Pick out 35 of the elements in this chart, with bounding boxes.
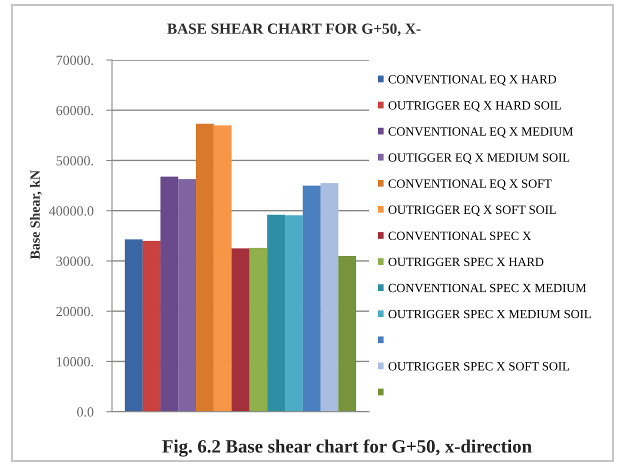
y-tick-label: 30000. [56, 256, 94, 266]
y-axis-title: Base Shear, kN [30, 170, 42, 260]
bar [267, 214, 285, 412]
bar [320, 183, 338, 412]
bar [124, 239, 143, 412]
y-tick-label: 20000. [56, 306, 94, 316]
bar [284, 215, 303, 412]
legend-label: OUTRIGGER EQ X SOFT SOIL [388, 206, 556, 216]
y-tick-label: 50000. [56, 156, 94, 166]
legend-label: OUTRIGGER SPEC X MEDIUM SOIL [388, 310, 591, 318]
y-tick-label: 60000. [56, 106, 94, 116]
caption: Fig. 6.2 Base shear chart for G+50, x-direction [162, 439, 532, 457]
chart-title: BASE SHEAR CHART FOR G+50, X- [167, 24, 420, 36]
bar [160, 176, 178, 412]
legend-label: OUTIGGER EQ X MEDIUM SOIL [388, 153, 570, 164]
bar [338, 256, 356, 412]
legend-label: OUTRIGGER SPEC X HARD [388, 258, 544, 266]
y-tick-label: 70000. [56, 56, 94, 66]
bar [178, 179, 196, 412]
legend-label: OUTRIGGER SPEC X SOFT SOIL [388, 362, 569, 370]
bar [249, 248, 268, 412]
legend-label: CONVENTIONAL EQ X SOFT [388, 179, 552, 190]
bar [214, 125, 232, 412]
y-tick-label: 0.0 [77, 407, 94, 417]
legend-label: CONVENTIONAL SPEC X MEDIUM [388, 284, 586, 292]
y-tick-label: 10000. [56, 357, 94, 366]
legend-label: OUTRIGGER EQ X HARD SOIL [388, 101, 561, 112]
bar [302, 186, 321, 412]
legend-label: CONVENTIONAL EQ X HARD [388, 75, 556, 86]
bar [142, 240, 160, 412]
y-tick-label: 40000.0 [49, 206, 94, 216]
legend-label: CONVENTIONAL SPEC X [388, 232, 532, 240]
bar [196, 124, 214, 412]
bar [232, 248, 250, 412]
legend-label: CONVENTIONAL EQ X MEDIUM [388, 127, 573, 138]
